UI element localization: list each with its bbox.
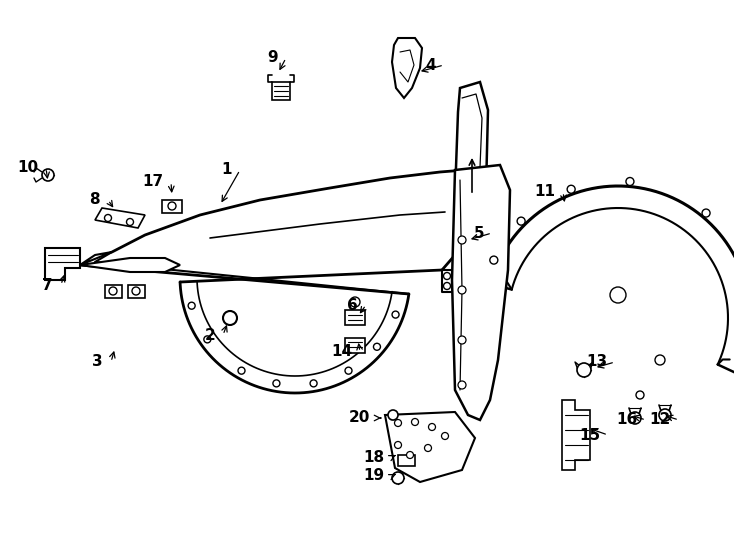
Circle shape <box>223 311 237 325</box>
Text: 10: 10 <box>17 160 38 176</box>
Polygon shape <box>105 285 122 298</box>
Circle shape <box>412 418 418 426</box>
Text: 4: 4 <box>426 57 436 72</box>
Circle shape <box>394 442 401 449</box>
Text: 1: 1 <box>222 163 232 178</box>
Circle shape <box>517 217 525 225</box>
Text: 13: 13 <box>586 354 607 369</box>
Circle shape <box>104 214 112 221</box>
Circle shape <box>392 311 399 318</box>
Circle shape <box>424 444 432 451</box>
Polygon shape <box>398 455 415 466</box>
Text: 5: 5 <box>473 226 484 240</box>
Polygon shape <box>272 82 290 100</box>
Text: 19: 19 <box>363 469 384 483</box>
Circle shape <box>42 169 54 181</box>
Text: 8: 8 <box>90 192 100 207</box>
Circle shape <box>394 420 401 427</box>
Polygon shape <box>80 258 180 272</box>
Polygon shape <box>162 200 182 213</box>
Polygon shape <box>128 285 145 298</box>
Text: 15: 15 <box>579 428 600 442</box>
Circle shape <box>204 336 211 343</box>
Circle shape <box>636 391 644 399</box>
Circle shape <box>132 287 140 295</box>
Polygon shape <box>385 412 475 482</box>
Circle shape <box>655 355 665 365</box>
Circle shape <box>458 286 466 294</box>
Circle shape <box>577 363 591 377</box>
Circle shape <box>659 409 671 421</box>
Circle shape <box>188 302 195 309</box>
Circle shape <box>458 236 466 244</box>
Circle shape <box>350 297 360 307</box>
Circle shape <box>407 451 413 458</box>
Circle shape <box>441 433 448 440</box>
Circle shape <box>273 380 280 387</box>
Text: 12: 12 <box>650 413 671 428</box>
Text: 18: 18 <box>363 449 384 464</box>
Circle shape <box>443 273 451 280</box>
Polygon shape <box>345 310 365 325</box>
Circle shape <box>458 336 466 344</box>
Circle shape <box>626 178 634 186</box>
Polygon shape <box>45 248 80 280</box>
Polygon shape <box>95 208 145 228</box>
Text: 11: 11 <box>534 185 555 199</box>
Polygon shape <box>562 400 590 470</box>
Circle shape <box>443 282 451 289</box>
Circle shape <box>238 367 245 374</box>
Text: 20: 20 <box>349 410 370 426</box>
Circle shape <box>392 472 404 484</box>
Circle shape <box>610 287 626 303</box>
Circle shape <box>345 367 352 374</box>
Circle shape <box>429 423 435 430</box>
Circle shape <box>458 381 466 389</box>
Polygon shape <box>392 38 422 98</box>
Polygon shape <box>345 338 365 353</box>
Text: 3: 3 <box>92 354 103 369</box>
Circle shape <box>388 410 398 420</box>
Text: 16: 16 <box>617 413 638 428</box>
Circle shape <box>629 412 641 424</box>
Text: 9: 9 <box>267 51 278 65</box>
Circle shape <box>109 287 117 295</box>
Circle shape <box>374 343 380 350</box>
Circle shape <box>168 202 176 210</box>
Text: 6: 6 <box>347 298 358 313</box>
Polygon shape <box>455 82 488 295</box>
Text: 17: 17 <box>142 174 163 190</box>
Text: 2: 2 <box>204 327 215 342</box>
Text: 7: 7 <box>43 278 53 293</box>
Circle shape <box>310 380 317 387</box>
Circle shape <box>702 209 710 217</box>
Circle shape <box>126 219 134 226</box>
Text: 14: 14 <box>331 345 352 360</box>
Polygon shape <box>452 165 510 420</box>
Circle shape <box>567 185 575 193</box>
Circle shape <box>490 256 498 264</box>
